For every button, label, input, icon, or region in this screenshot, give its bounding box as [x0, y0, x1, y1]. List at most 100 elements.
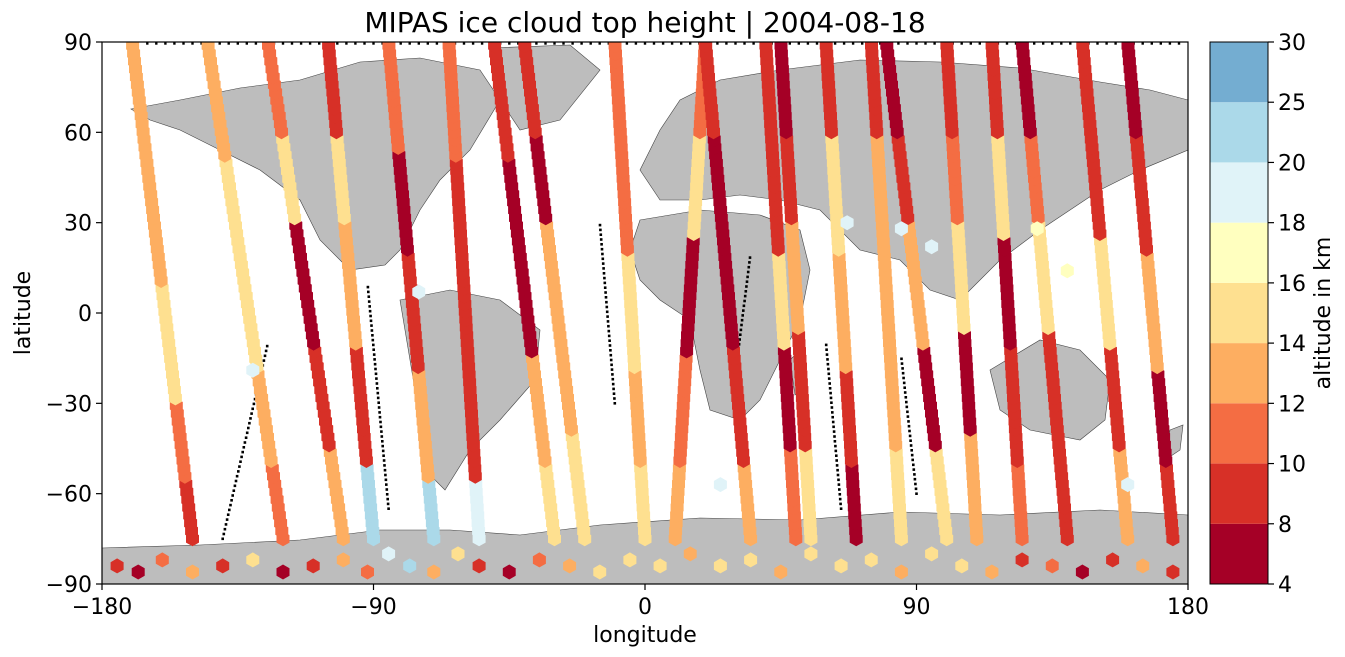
no-cloud-marker [924, 42, 927, 45]
no-cloud-marker [600, 243, 603, 246]
no-cloud-marker [748, 261, 751, 264]
no-cloud-marker [837, 478, 840, 482]
no-cloud-marker [969, 42, 972, 45]
no-cloud-marker [226, 513, 230, 516]
no-cloud-marker [367, 290, 370, 294]
no-cloud-marker [372, 343, 375, 347]
no-cloud-marker [824, 343, 828, 347]
no-cloud-marker [830, 406, 834, 409]
cloud-point [623, 552, 637, 568]
colorbar-segment [1210, 523, 1268, 584]
no-cloud-marker [228, 508, 231, 512]
cloud-point [955, 558, 969, 574]
cloud-point [653, 558, 667, 574]
no-cloud-marker [200, 42, 203, 45]
no-cloud-marker [253, 397, 257, 401]
cloud-point [880, 42, 894, 54]
no-cloud-marker [155, 42, 158, 45]
no-cloud-marker [386, 502, 390, 506]
no-cloud-marker [381, 440, 384, 443]
no-cloud-marker [377, 406, 381, 409]
no-cloud-marker [833, 440, 837, 443]
cloud-points [110, 42, 1180, 580]
colorbar-segment [1210, 162, 1268, 223]
no-cloud-marker [370, 329, 374, 332]
no-cloud-marker [376, 396, 380, 400]
cloud-point [683, 546, 697, 562]
no-cloud-marker [225, 518, 229, 521]
cloud-point [840, 215, 854, 231]
cloud-point [563, 558, 577, 574]
no-cloud-marker [599, 228, 602, 232]
no-cloud-marker [834, 444, 837, 448]
no-cloud-marker [232, 489, 236, 492]
no-cloud-marker [1168, 42, 1172, 45]
no-cloud-marker [233, 484, 237, 488]
cloud-point [403, 558, 417, 574]
no-cloud-marker [599, 238, 603, 241]
cloud-point [713, 558, 727, 574]
no-cloud-marker [904, 396, 908, 399]
x-tick-label: 0 [638, 595, 652, 620]
no-cloud-marker [740, 323, 743, 327]
no-cloud-marker [599, 233, 603, 236]
no-cloud-marker [613, 402, 617, 405]
no-cloud-marker [861, 42, 864, 45]
no-cloud-marker [608, 344, 612, 347]
no-cloud-marker [788, 42, 791, 45]
colorbar: 4 8 10 12 14 16 18 20 25 30 [1209, 31, 1306, 598]
cloud-point [774, 42, 788, 54]
no-cloud-marker [234, 479, 238, 483]
cloud-point [155, 552, 169, 568]
cloud-point [246, 552, 260, 568]
cloud-point [216, 558, 230, 574]
no-cloud-marker [281, 42, 285, 45]
no-cloud-marker [1105, 42, 1108, 45]
cloud-point [774, 564, 788, 580]
cloud-point [276, 564, 290, 580]
cloud-point [819, 42, 833, 54]
cloud-point [442, 42, 456, 54]
no-cloud-marker [382, 459, 386, 462]
no-cloud-marker [605, 300, 608, 304]
cloud-point [306, 558, 320, 574]
no-cloud-marker [833, 435, 836, 438]
no-cloud-marker [381, 444, 384, 448]
no-cloud-marker [745, 280, 749, 283]
no-cloud-marker [239, 460, 242, 463]
cloud-point [532, 552, 546, 568]
cloud-point [1060, 263, 1074, 279]
no-cloud-marker [238, 465, 241, 468]
no-cloud-marker [601, 257, 605, 261]
no-cloud-marker [613, 397, 616, 400]
no-cloud-marker [382, 454, 385, 457]
no-cloud-marker [834, 449, 838, 453]
no-cloud-marker [901, 371, 905, 375]
y-axis: −90 −60 −30 0 30 60 90 [46, 31, 102, 598]
cloud-point [1121, 42, 1135, 54]
colorbar-frame [1209, 41, 1269, 585]
cloud-point [1075, 564, 1089, 580]
no-cloud-marker [838, 488, 841, 491]
no-cloud-marker [915, 42, 918, 45]
no-cloud-marker [603, 286, 607, 289]
no-cloud-marker [602, 267, 605, 270]
no-cloud-marker [738, 338, 741, 341]
no-cloud-marker [262, 359, 266, 362]
no-cloud-marker [387, 507, 390, 510]
no-cloud-marker [912, 468, 916, 471]
no-cloud-marker [689, 42, 692, 45]
cloud-point [894, 221, 908, 237]
no-cloud-marker [385, 493, 389, 496]
no-cloud-marker [903, 386, 906, 389]
no-cloud-marker [827, 372, 831, 376]
no-cloud-marker [670, 42, 674, 45]
no-cloud-marker [839, 502, 842, 506]
cloud-point [412, 284, 426, 300]
no-cloud-marker [589, 42, 592, 45]
no-cloud-marker [384, 473, 387, 477]
no-cloud-marker [909, 439, 912, 442]
no-cloud-marker [748, 256, 752, 259]
